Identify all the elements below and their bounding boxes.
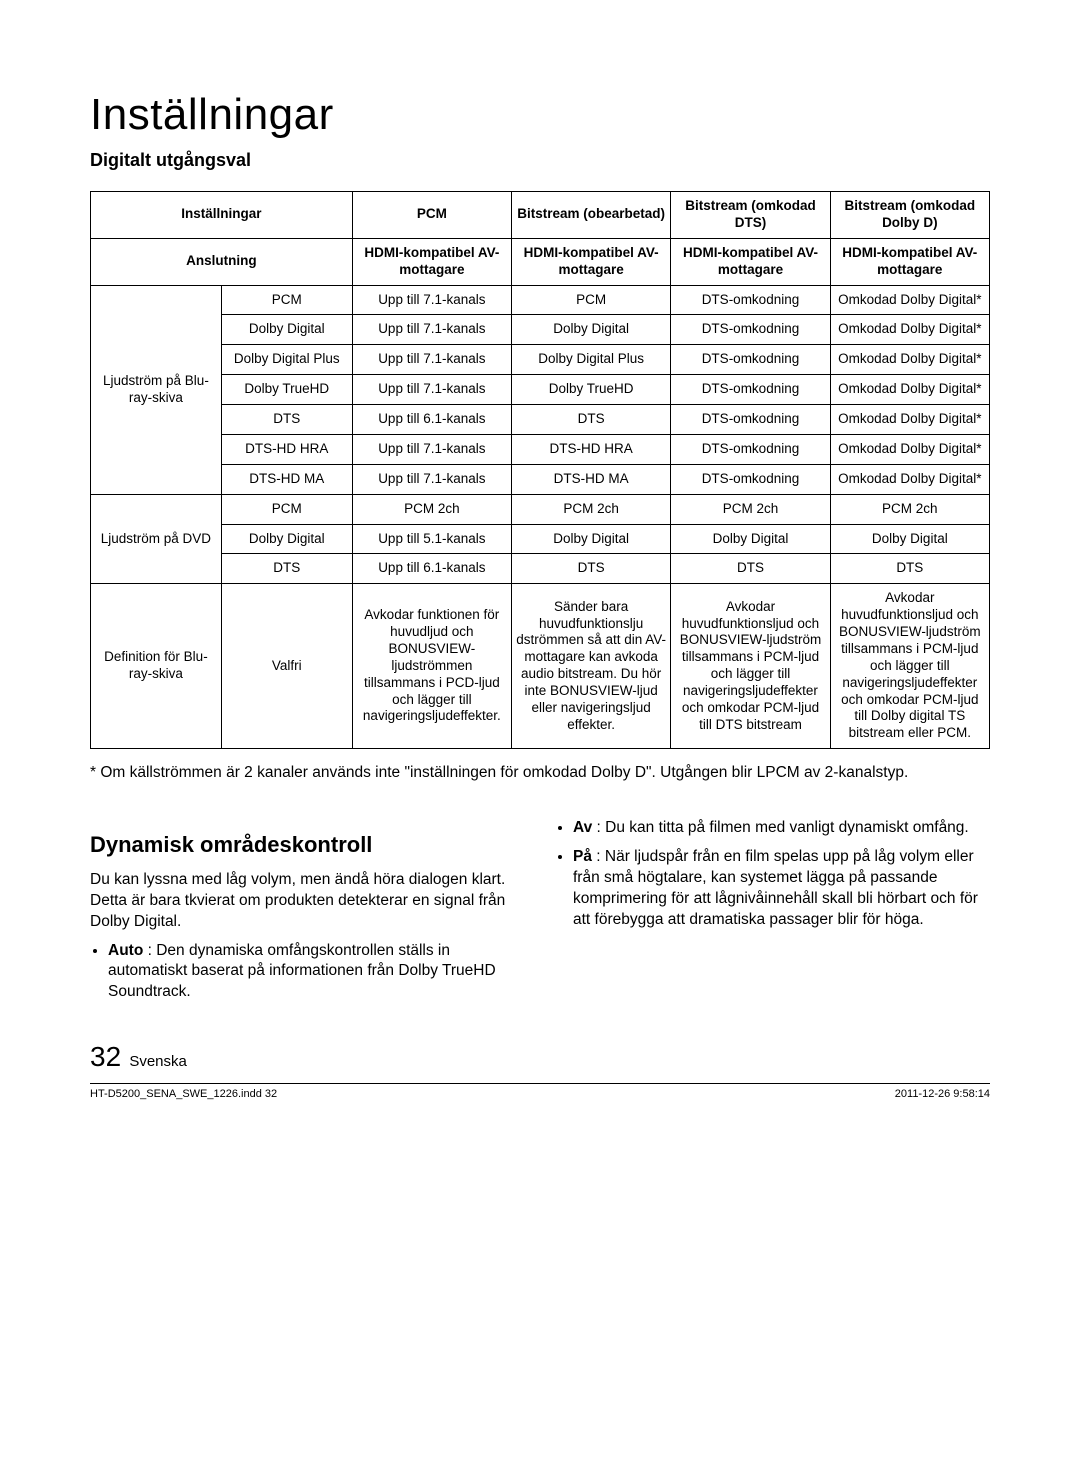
footer-left: HT-D5200_SENA_SWE_1226.indd 32 [90, 1088, 277, 1100]
cell: Omkodad Dolby Digital* [830, 464, 989, 494]
cell: Dolby TrueHD [221, 375, 352, 405]
cell: Upp till 6.1-kanals [352, 554, 511, 584]
cell: PCM 2ch [671, 494, 830, 524]
cell: DTS-omkodning [671, 345, 830, 375]
cell: Dolby Digital Plus [512, 345, 671, 375]
cell: Dolby Digital [512, 315, 671, 345]
cell: DTS-HD MA [221, 464, 352, 494]
th-bs1: Bitstream (obearbetad) [512, 192, 671, 239]
cell: Upp till 7.1-kanals [352, 285, 511, 315]
cell: PCM 2ch [352, 494, 511, 524]
th-bs3: Bitstream (omkodad Dolby D) [830, 192, 989, 239]
th-conn: Anslutning [91, 238, 353, 285]
cell: Upp till 6.1-kanals [352, 405, 511, 435]
cell: PCM 2ch [830, 494, 989, 524]
cell: PCM 2ch [512, 494, 671, 524]
cell: DTS [221, 405, 352, 435]
cell: PCM [512, 285, 671, 315]
cell: Omkodad Dolby Digital* [830, 405, 989, 435]
cell: Valfri [221, 584, 352, 749]
section-subtitle: Digitalt utgångsval [90, 150, 990, 171]
cell: DTS [512, 554, 671, 584]
cell: Upp till 5.1-kanals [352, 524, 511, 554]
th-h1: HDMI-kompatibel AV-mottagare [352, 238, 511, 285]
cell: PCM [221, 494, 352, 524]
cell: DTS-omkodning [671, 285, 830, 315]
cell: Dolby Digital [221, 524, 352, 554]
cell: DTS-omkodning [671, 464, 830, 494]
cell: DTS-omkodning [671, 434, 830, 464]
cell: Avkodar huvudfunktionsljud och BONUSVIEW… [671, 584, 830, 749]
cell: Dolby Digital [512, 524, 671, 554]
cell: DTS [512, 405, 671, 435]
cell: Dolby Digital [830, 524, 989, 554]
cell: Dolby Digital Plus [221, 345, 352, 375]
th-h2: HDMI-kompatibel AV-mottagare [512, 238, 671, 285]
bullet-av: Av : Du kan titta på filmen med vanligt … [573, 818, 990, 839]
cell: Upp till 7.1-kanals [352, 345, 511, 375]
cell: Omkodad Dolby Digital* [830, 315, 989, 345]
cell: Dolby Digital [221, 315, 352, 345]
output-table: Inställningar PCM Bitstream (obearbetad)… [90, 191, 990, 749]
g2-label: Ljudström på DVD [91, 494, 222, 584]
cell: Omkodad Dolby Digital* [830, 434, 989, 464]
print-footer: HT-D5200_SENA_SWE_1226.indd 32 2011-12-2… [90, 1083, 990, 1100]
th-h4: HDMI-kompatibel AV-mottagare [830, 238, 989, 285]
page-title: Inställningar [90, 90, 990, 140]
footer-right: 2011-12-26 9:58:14 [895, 1088, 990, 1100]
bullet-pa: På : När ljudspår från en film spelas up… [573, 847, 990, 931]
cell: Upp till 7.1-kanals [352, 434, 511, 464]
th-settings: Inställningar [91, 192, 353, 239]
cell: Sänder bara huvudfunktionslju dströmmen … [512, 584, 671, 749]
cell: DTS-omkodning [671, 375, 830, 405]
section2-title: Dynamisk områdeskontroll [90, 830, 525, 860]
cell: PCM [221, 285, 352, 315]
cell: DTS-omkodning [671, 405, 830, 435]
cell: Omkodad Dolby Digital* [830, 345, 989, 375]
cell: DTS-omkodning [671, 315, 830, 345]
cell: DTS-HD HRA [512, 434, 671, 464]
th-pcm: PCM [352, 192, 511, 239]
cell: Avkodar huvudfunktionsljud och BONUSVIEW… [830, 584, 989, 749]
cell: Dolby Digital [671, 524, 830, 554]
cell: DTS-HD MA [512, 464, 671, 494]
cell: DTS [221, 554, 352, 584]
cell: Upp till 7.1-kanals [352, 375, 511, 405]
cell: Upp till 7.1-kanals [352, 464, 511, 494]
footnote: * Om källströmmen är 2 kanaler används i… [90, 763, 990, 784]
intro-text: Du kan lyssna med låg volym, men ändå hö… [90, 870, 525, 933]
th-bs2: Bitstream (omkodad DTS) [671, 192, 830, 239]
cell: Omkodad Dolby Digital* [830, 285, 989, 315]
g3-label: Definition för Blu-ray-skiva [91, 584, 222, 749]
th-h3: HDMI-kompatibel AV-mottagare [671, 238, 830, 285]
page-number: 32 Svenska [90, 1041, 990, 1073]
bullet-auto: Auto : Den dynamiska omfångskontrollen s… [108, 941, 525, 1004]
cell: DTS-HD HRA [221, 434, 352, 464]
cell: Upp till 7.1-kanals [352, 315, 511, 345]
cell: DTS [830, 554, 989, 584]
cell: Omkodad Dolby Digital* [830, 375, 989, 405]
cell: Dolby TrueHD [512, 375, 671, 405]
g1-label: Ljudström på Blu-ray-skiva [91, 285, 222, 494]
cell: Avkodar funktionen för huvudljud och BON… [352, 584, 511, 749]
cell: DTS [671, 554, 830, 584]
